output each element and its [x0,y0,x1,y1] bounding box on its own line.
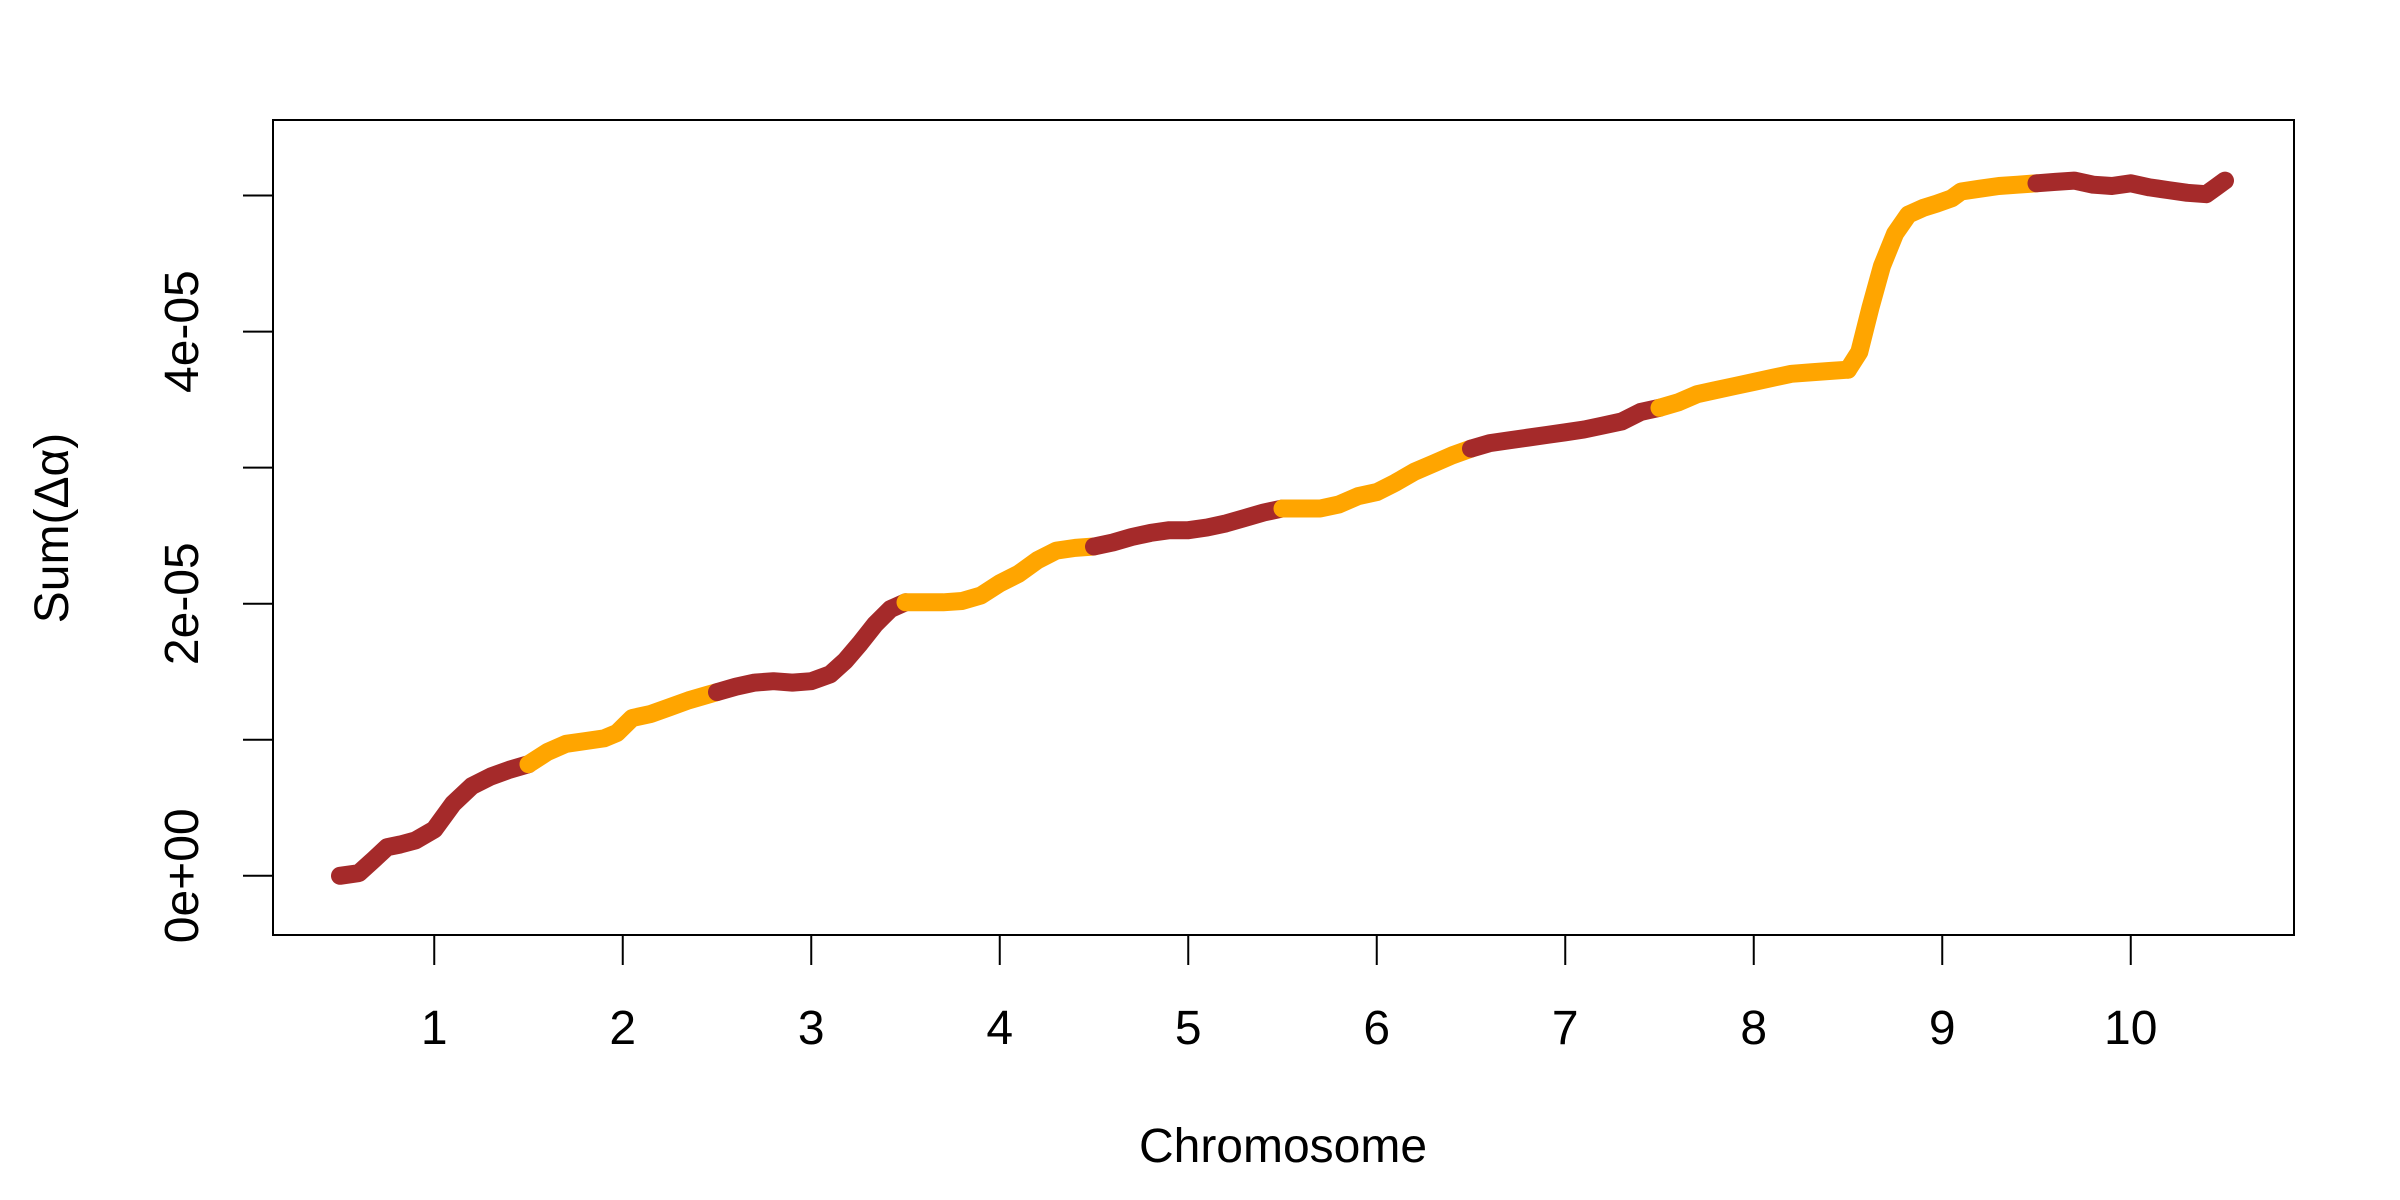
x-tick-label: 4 [986,1002,1013,1055]
x-tick-label: 1 [421,1002,448,1055]
series-line-chr-10 [2027,171,2234,204]
series-line-chr-8 [1650,360,1857,417]
series-line-chr-6 [1273,439,1480,518]
series-line-chr-5 [1085,499,1292,556]
y-tick-label: 4e-05 [156,270,209,393]
y-tick-label: 0e+00 [156,808,209,943]
x-tick-label: 9 [1929,1002,1956,1055]
x-tick-label: 10 [2104,1002,2157,1055]
x-tick-label: 5 [1175,1002,1202,1055]
series-line-chr-4 [896,537,1103,612]
x-tick-label: 8 [1740,1002,1767,1055]
x-tick-label: 7 [1552,1002,1579,1055]
y-tick-label: 2e-05 [156,542,209,665]
series-group [331,171,2234,885]
y-axis: 0e+00 2e-05 4e-05 [156,194,274,943]
x-axis-title: Chromosome [1139,1120,1427,1173]
series-line-chr-1 [331,755,538,885]
series-line-chr-2 [519,683,726,774]
y-axis-title: Sum(Δα) [26,433,79,623]
x-tick-label: 3 [798,1002,825,1055]
x-tick-label: 2 [609,1002,636,1055]
x-tick-label: 6 [1363,1002,1390,1055]
plot-frame [272,119,2295,936]
series-line-chr-7 [1462,398,1669,458]
series-line-chr-3 [708,593,915,702]
series-line-chr-9 [1839,174,2046,379]
x-axis: 1 2 3 4 5 6 7 8 9 10 [421,934,2157,1055]
